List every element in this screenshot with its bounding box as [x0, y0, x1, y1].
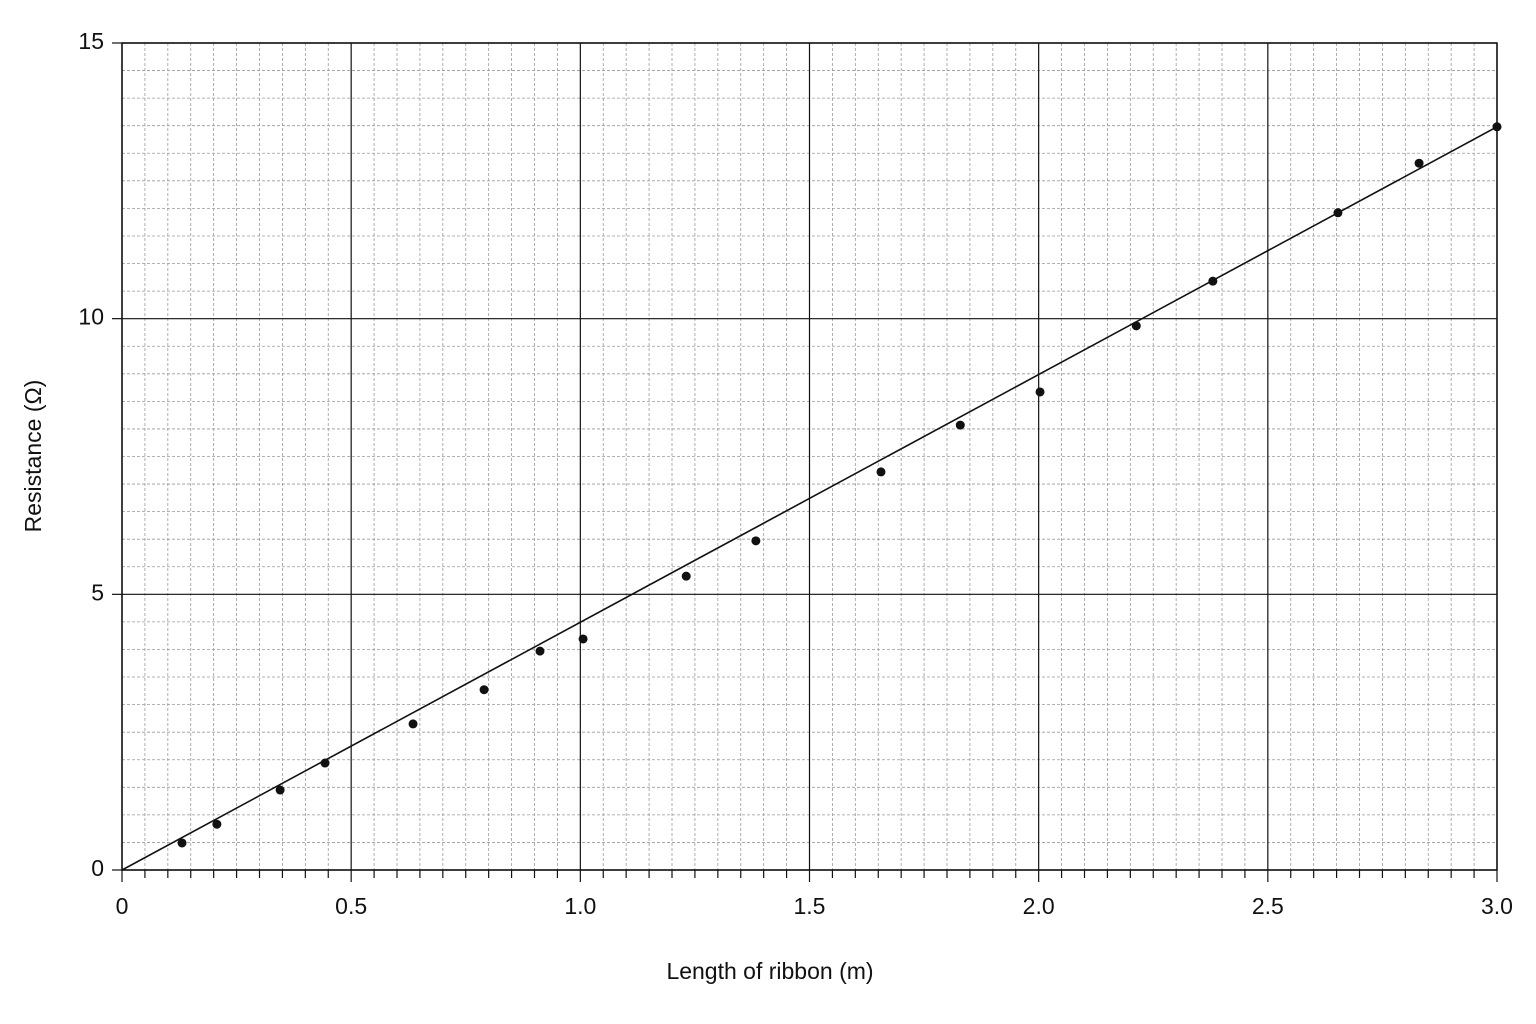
- grid: [112, 42, 1498, 882]
- data-point: [955, 420, 965, 430]
- data-point: [751, 536, 761, 546]
- x-tick-label: 1.5: [794, 893, 826, 919]
- x-tick-label: 2.5: [1252, 893, 1284, 919]
- data-point: [876, 467, 886, 477]
- data-point: [535, 646, 545, 656]
- y-tick-label: 5: [91, 579, 104, 605]
- fit-line: [121, 126, 1498, 871]
- data-point: [479, 685, 489, 695]
- data-point: [681, 571, 691, 581]
- data-point: [320, 758, 330, 768]
- data-point: [1131, 321, 1141, 331]
- data-point: [408, 719, 418, 729]
- data-point: [177, 838, 187, 848]
- data-point: [1208, 276, 1218, 286]
- x-tick-label: 1.0: [564, 893, 596, 919]
- x-tick-label: 0: [116, 893, 129, 919]
- data-point: [1035, 387, 1045, 397]
- y-tick-label: 15: [78, 28, 104, 54]
- y-tick-label: 10: [78, 304, 104, 330]
- x-tick-label: 0.5: [335, 893, 367, 919]
- data-point: [212, 819, 222, 829]
- data-point: [275, 785, 285, 795]
- data-point: [1492, 122, 1502, 132]
- x-axis-title: Length of ribbon (m): [666, 958, 873, 984]
- y-axis-title: Resistance (Ω): [20, 380, 46, 533]
- data-point: [1333, 208, 1343, 218]
- y-tick-label: 0: [91, 855, 104, 881]
- data-point: [1414, 158, 1424, 168]
- plot-frame: [121, 42, 1498, 871]
- x-tick-label: 3.0: [1481, 893, 1513, 919]
- x-tick-label: 2.0: [1023, 893, 1055, 919]
- data-point: [578, 634, 588, 644]
